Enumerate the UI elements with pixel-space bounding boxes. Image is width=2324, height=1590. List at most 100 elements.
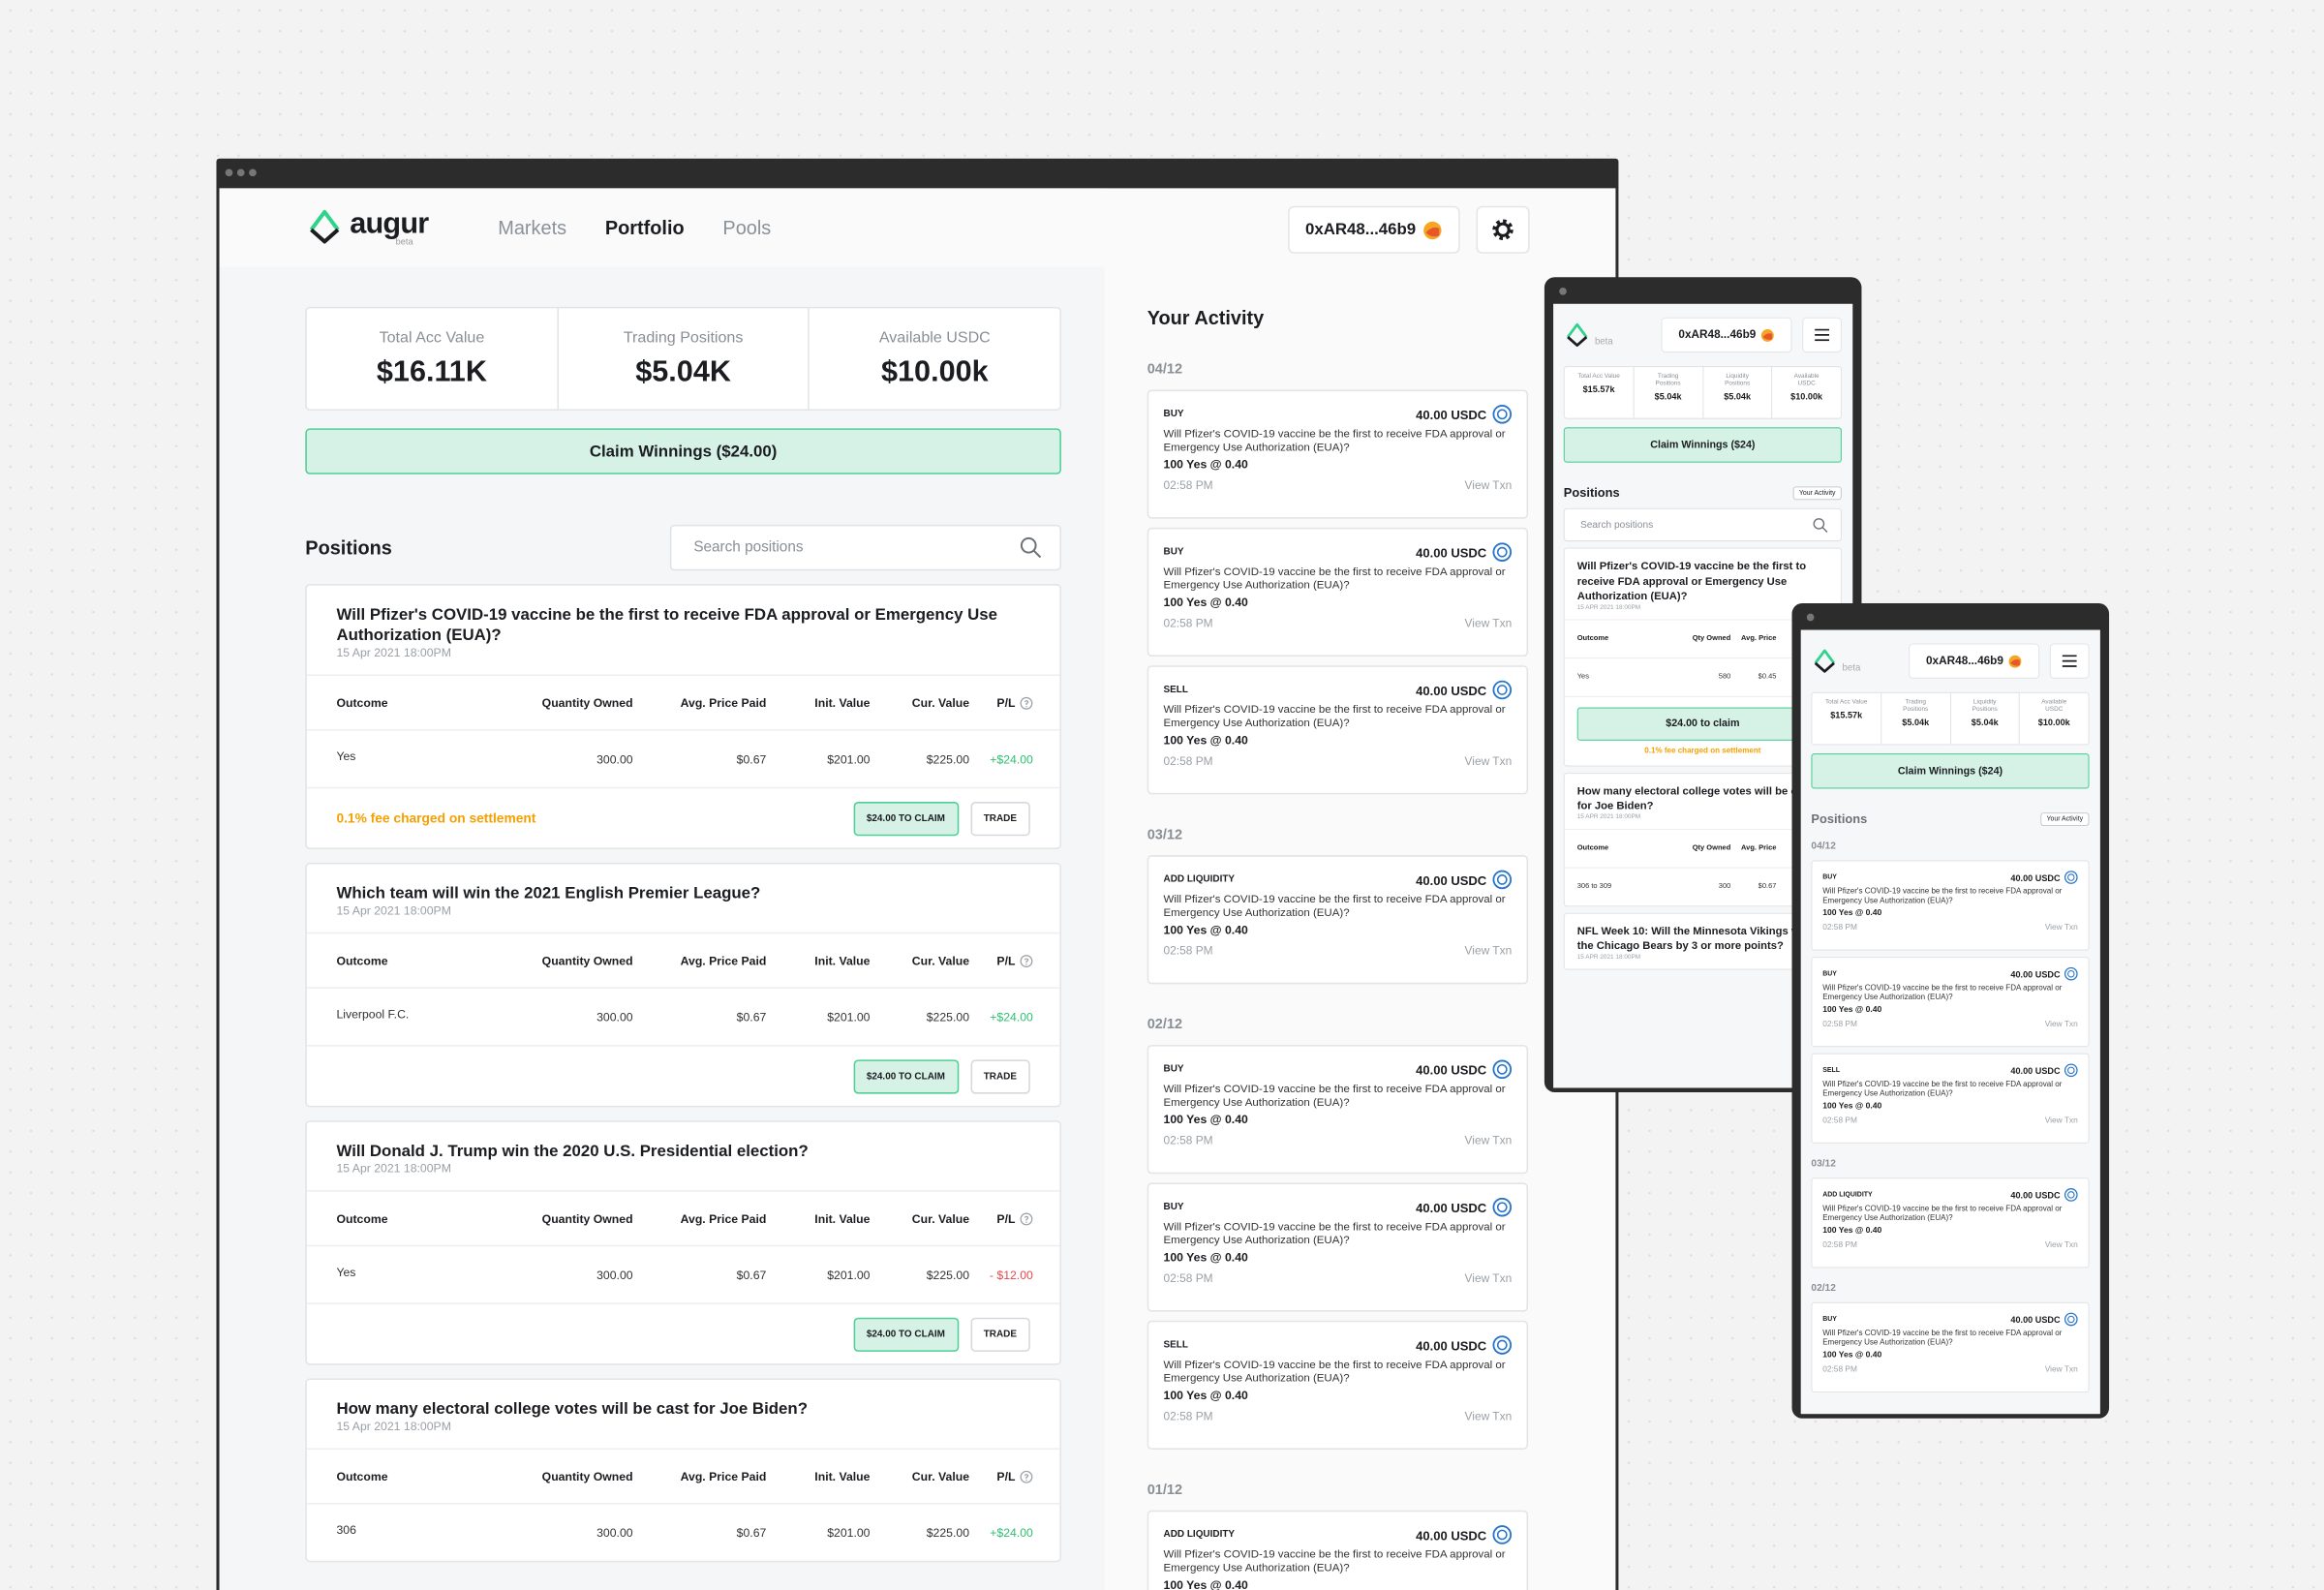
search-box[interactable]: Search positions	[1563, 507, 1842, 542]
activity-tab[interactable]: Your Activity	[1792, 485, 1842, 500]
section-title: Positions	[1563, 485, 1620, 501]
claim-position-button[interactable]: $24.00 TO CLAIM	[853, 1316, 959, 1352]
nav-link[interactable]: Markets	[498, 216, 567, 239]
icon-shape	[1492, 1197, 1513, 1217]
view-txn-link[interactable]: View Txn	[1464, 1133, 1513, 1147]
view-txn-link[interactable]: View Txn	[1464, 1271, 1513, 1286]
icon-shape	[1492, 680, 1513, 700]
activity-type: BUY	[1163, 1063, 1184, 1075]
activity-time: 02:58 PM	[1163, 616, 1213, 630]
view-txn-link[interactable]: View Txn	[2044, 1019, 2078, 1028]
activity-top: SELL 40.00 USDC	[1164, 680, 1513, 700]
icon-shape	[1813, 517, 1828, 533]
nav-link[interactable]: Portfolio	[604, 216, 685, 239]
wallet-button[interactable]: 0xAR48...46b9	[1909, 643, 2040, 679]
column-header: Init. Value	[814, 695, 871, 710]
amount: 40.00 USDC	[1416, 1061, 1487, 1077]
claim-button[interactable]: Claim Winnings ($24)	[1563, 427, 1842, 463]
claim-position-button[interactable]: $24.00 TO CLAIM	[853, 801, 959, 836]
fee-note: 0.1% fee charged on settlement	[1644, 745, 1761, 755]
camera	[1806, 613, 1815, 622]
activity-type: SELL	[1822, 1066, 1841, 1075]
stat: Available USDC $10.00k	[1771, 367, 1841, 418]
stat-value: $5.04k	[1902, 717, 1930, 728]
activity-market: Will Pfizer's COVID-19 vaccine be the fi…	[1822, 982, 2063, 1002]
activity-top: BUY 40.00 USDC	[1822, 966, 2078, 981]
market-title: Which team will win the 2021 English Pre…	[336, 884, 761, 903]
view-txn-link[interactable]: View Txn	[1464, 478, 1513, 493]
nav-link[interactable]: Pools	[722, 216, 772, 239]
view-txn-link[interactable]: View Txn	[1464, 754, 1513, 768]
nav-links: Markets Portfolio Pools	[498, 216, 771, 238]
logo-mark	[1811, 648, 1838, 675]
trade-button[interactable]: TRADE	[969, 801, 1030, 836]
activity-date: 02/12	[1147, 1016, 1183, 1033]
column-header: Outcome	[336, 1211, 388, 1226]
icon-shape	[1024, 1473, 1029, 1479]
activity-card: ADD LIQUIDITY 40.00 USDC Will Pfizer's COV…	[1147, 855, 1529, 985]
column-header: Avg. Price Paid	[680, 695, 767, 710]
icon-shape	[310, 228, 340, 244]
activity-top: BUY 40.00 USDC	[1822, 1312, 2078, 1327]
icon-shape	[1814, 649, 1836, 673]
trade-button[interactable]: TRADE	[969, 1316, 1030, 1352]
activity-type: BUY	[1163, 546, 1184, 558]
view-txn-link[interactable]: View Txn	[2044, 1364, 2078, 1374]
icon-shape	[2067, 1191, 2075, 1199]
activity-card: BUY 40.00 USDC Will Pfizer's COVID-19 vacc…	[1147, 1182, 1529, 1312]
icon-shape	[2064, 966, 2078, 981]
icon-shape	[1762, 332, 1773, 340]
activity-market: Will Pfizer's COVID-19 vaccine be the fi…	[1822, 886, 2063, 905]
settings-button[interactable]	[1476, 205, 1530, 254]
activity-tab[interactable]: Your Activity	[2040, 811, 2090, 826]
stat-label: Trading Positions	[1655, 373, 1681, 387]
view-txn-link[interactable]: View Txn	[1464, 616, 1513, 630]
cell: 306 to 309	[1576, 882, 1612, 891]
icon-shape	[1492, 542, 1513, 562]
dot	[225, 168, 233, 177]
logo[interactable]: augur beta	[305, 207, 429, 248]
search-box[interactable]: Search positions	[669, 524, 1061, 571]
view-txn-link[interactable]: View Txn	[2044, 1115, 2078, 1125]
view-txn-link[interactable]: View Txn	[1464, 1409, 1513, 1423]
activity-detail: 100 Yes @ 0.40	[1163, 1578, 1248, 1590]
wallet-button[interactable]: 0xAR48...46b9	[1661, 317, 1792, 353]
icon-shape	[1492, 1525, 1513, 1544]
icon-shape	[1492, 1335, 1513, 1355]
claim-position-button[interactable]: $24.00 TO CLAIM	[853, 1058, 959, 1093]
tablet-content: beta 0xAR48...46b9 Total Acc Value $15.57k T…	[1553, 304, 1852, 980]
activity-amount: 40.00 USDC	[2010, 966, 2078, 981]
cell: $225.00	[926, 751, 970, 766]
cell: Yes	[336, 749, 356, 763]
icon-shape	[1020, 536, 1037, 554]
icon-shape	[1020, 954, 1033, 967]
claim-position-button[interactable]: $24.00 to claim	[1576, 707, 1829, 741]
menu-button[interactable]	[2049, 643, 2090, 679]
wallet-button[interactable]: 0xAR48...46b9	[1288, 205, 1460, 254]
view-txn-link[interactable]: View Txn	[1464, 943, 1513, 958]
table-row: Liverpool F.C. 300.00 $0.67 $201.00 $225.00 +…	[306, 987, 1060, 1045]
activity-amount: 40.00 USDC	[2010, 1063, 2078, 1078]
trade-button[interactable]: TRADE	[969, 1058, 1030, 1093]
claim-button[interactable]: Claim Winnings ($24)	[1811, 753, 2090, 789]
stat: Trading Positions $5.04K	[557, 308, 809, 410]
icon-shape	[1492, 1335, 1513, 1355]
gear-icon	[1491, 218, 1514, 241]
menu-button[interactable]	[1802, 317, 1842, 353]
activity-amount: 40.00 USDC	[2010, 871, 2078, 884]
cell: 300.00	[596, 1268, 633, 1282]
column-header: Avg. Price Paid	[680, 1469, 767, 1483]
activity-top: BUY 40.00 USDC	[1164, 405, 1513, 424]
table-row: Yes 300.00 $0.67 $201.00 $225.00 - $12.00	[306, 1244, 1060, 1303]
view-txn-link[interactable]: View Txn	[2044, 922, 2078, 933]
view-txn-link[interactable]: View Txn	[2044, 1239, 2078, 1250]
icon-shape	[1496, 546, 1508, 558]
column-header: Qty Owned	[1692, 634, 1731, 643]
cell: $201.00	[827, 751, 871, 766]
claim-button[interactable]: Claim Winnings ($24.00)	[305, 428, 1061, 474]
position-header: How many electoral college votes will be…	[1565, 774, 1841, 829]
icon-shape	[1814, 649, 1836, 664]
cell: +$24.00	[990, 1010, 1033, 1024]
logo-mark	[1564, 321, 1591, 349]
